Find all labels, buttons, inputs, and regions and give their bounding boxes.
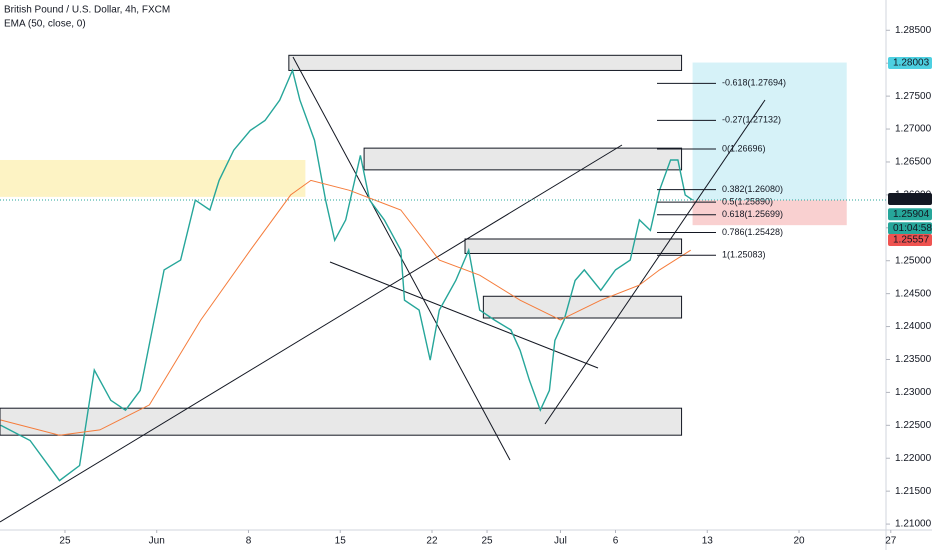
price-label: 1.28003 <box>893 58 930 69</box>
zone <box>0 159 306 197</box>
fib-label: 0.786(1.25428) <box>722 227 783 237</box>
series-line <box>0 68 694 482</box>
price-label-bg <box>888 208 932 221</box>
y-tick-label: 1.24500 <box>895 288 932 299</box>
y-tick-label: 1.25000 <box>895 255 932 266</box>
y-tick-label: 1.22500 <box>895 420 932 431</box>
y-tick-label: 1.21500 <box>895 486 932 497</box>
zone <box>363 147 683 171</box>
y-tick-label: 1.22000 <box>895 453 932 464</box>
x-tick-label: 20 <box>793 536 805 547</box>
x-tick-label: 27 <box>885 536 897 547</box>
fib-label: 0.5(1.25890) <box>722 196 773 206</box>
fib-label: -0.27(1.27132) <box>722 115 781 125</box>
x-tick-label: 25 <box>59 536 71 547</box>
countdown-bg <box>888 222 932 235</box>
zone <box>482 295 683 319</box>
fib-label: 0.382(1.26080) <box>722 184 783 194</box>
price-label: 1.25904 <box>893 209 930 220</box>
y-tick-label: 1.23000 <box>895 387 932 398</box>
fib-label: 0(1.26696) <box>722 143 766 153</box>
x-tick-label: 8 <box>246 536 252 547</box>
fib-label: 1(1.25083) <box>722 250 766 260</box>
x-tick-label: Jun <box>149 536 165 547</box>
indicator-label: EMA (50, close, 0) <box>4 19 86 30</box>
x-tick-label: 15 <box>335 536 347 547</box>
y-tick-label: 1.27500 <box>895 91 932 102</box>
price-label: 1.25557 <box>893 235 930 246</box>
price-label-bg <box>888 234 932 247</box>
zone <box>464 238 683 254</box>
y-tick-label: 1.27000 <box>895 124 932 135</box>
y-tick-label: 1.28500 <box>895 25 932 36</box>
x-tick-label: 13 <box>702 536 714 547</box>
trend-line <box>544 99 766 425</box>
y-tick-label: 1.23500 <box>895 354 932 365</box>
price-label: 1.25922 <box>893 194 930 205</box>
price-label-bg <box>888 193 932 206</box>
x-tick-label: 6 <box>613 536 619 547</box>
trend-line <box>0 144 623 523</box>
zones <box>0 54 847 436</box>
x-tick-label: 25 <box>481 536 493 547</box>
chart-title: British Pound / U.S. Dollar, 4h, FXCM <box>4 5 170 16</box>
countdown: 01:04:58 <box>893 223 932 234</box>
zone <box>0 407 683 436</box>
x-tick-label: 22 <box>426 536 438 547</box>
y-tick-label: 1.26500 <box>895 157 932 168</box>
zone <box>692 200 847 226</box>
x-tick-label: Jul <box>554 536 567 547</box>
fib-label: -0.618(1.27694) <box>722 78 786 88</box>
overlay: 1.28003 1.25922 1.25904 01:04:581.25557 <box>0 57 932 247</box>
fib-label: 0.618(1.25699) <box>722 209 783 219</box>
price-label-bg <box>888 57 932 70</box>
zone <box>288 54 683 71</box>
y-tick-label: 1.24000 <box>895 321 932 332</box>
trend-lines <box>0 56 766 523</box>
zone <box>692 62 847 201</box>
y-tick-label: 1.21000 <box>895 519 932 530</box>
